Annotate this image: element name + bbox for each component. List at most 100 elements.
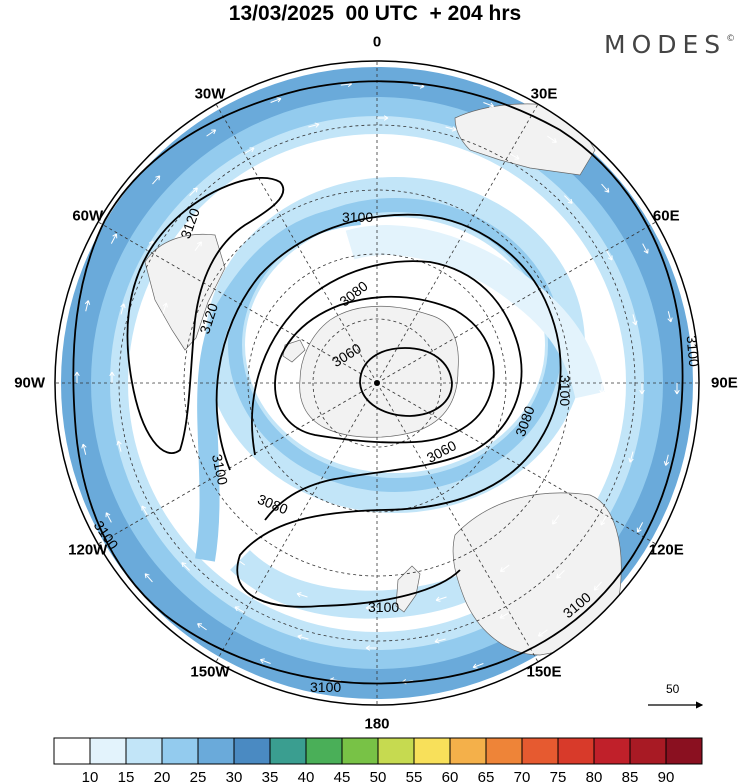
wind-vector [434, 638, 446, 644]
wind-vector [632, 314, 638, 326]
wind-vector [189, 187, 198, 196]
contour-3080 [251, 260, 523, 521]
colorbar-swatch [53, 737, 91, 765]
contour-label: 3100 [310, 679, 341, 695]
wind-vector [81, 443, 87, 455]
wind-vector [435, 596, 447, 602]
wind-vector [601, 183, 610, 193]
colorbar-swatch [341, 737, 379, 765]
lon-label-90w: 90W [14, 374, 46, 392]
lon-label-120e: 120E [648, 541, 684, 559]
south-america [144, 234, 226, 351]
jet-light-band [345, 225, 605, 399]
wind-vector [508, 200, 519, 208]
colorbar-swatch [485, 737, 523, 765]
wind-vector [586, 452, 592, 464]
wind-vector [547, 135, 557, 143]
wind-vector [109, 371, 115, 383]
wind-vector [297, 634, 309, 640]
wind-vector [365, 645, 377, 651]
colorbar-tick-label: 15 [118, 769, 135, 782]
map-border [54, 60, 700, 706]
colorbar-swatch [197, 737, 235, 765]
colorbar-swatch [269, 737, 307, 765]
wind-vector [84, 300, 91, 312]
wind-vector [639, 383, 645, 395]
contour-label: 3100 [557, 375, 573, 406]
lon-label-30e: 30E [530, 85, 558, 103]
wind-vector [206, 129, 217, 137]
colorbar-tick-label: 60 [442, 769, 459, 782]
wind-vector [377, 155, 389, 161]
wind-vector [558, 250, 566, 261]
wind-vector [181, 562, 190, 571]
colorbar-tick-label: 30 [226, 769, 243, 782]
colorbar-tick-label: 50 [370, 769, 387, 782]
wind-vector [537, 629, 548, 637]
wind-vector [509, 153, 520, 160]
antarctic-peninsula [282, 339, 306, 363]
contour-3100-inner [215, 213, 562, 608]
wind-vector [377, 115, 389, 121]
colorbar-tick-label: 35 [262, 769, 279, 782]
height-contours [72, 80, 684, 685]
jet-branch-west [195, 205, 361, 562]
lon-label-120w: 120W [68, 541, 108, 559]
colorbar-swatch [593, 737, 631, 765]
colorbar-tick-label: 70 [514, 769, 531, 782]
wind-vector [663, 454, 670, 466]
colorbar-swatch [377, 737, 415, 765]
wind-vector [552, 514, 560, 525]
wind-vector [674, 383, 680, 395]
colorbar-swatch [413, 737, 451, 765]
wind-vector [472, 663, 484, 669]
lon-label-150w: 150W [190, 663, 230, 681]
colorbar-tick-label: 25 [190, 769, 207, 782]
colorbar-swatch [161, 737, 199, 765]
lon-label-180: 180 [364, 715, 390, 733]
wind-vector [636, 522, 644, 533]
wind-vector [593, 581, 602, 591]
contour-3040 [359, 347, 453, 417]
wind-vector [244, 194, 255, 202]
wind-vector [296, 592, 308, 598]
contour-3100-outer [72, 80, 684, 685]
colorbar-tick-label: 40 [298, 769, 315, 782]
colorbar-tick-label: 80 [586, 769, 603, 782]
wind-vector [599, 383, 605, 395]
wind-vector [152, 175, 161, 185]
wind-vector [499, 564, 510, 572]
wind-vector [600, 515, 607, 526]
colorbar-tick-label: 75 [550, 769, 567, 782]
wind-vector [141, 505, 148, 516]
wind-vector [445, 126, 457, 132]
colorbar-tick-label: 10 [82, 769, 99, 782]
lon-label-60e: 60E [652, 207, 680, 225]
map-disc: 3100 3120 3120 3100 3080 3060 3060 3080 … [55, 61, 703, 705]
wind-vector [74, 371, 80, 383]
chart-title: 13/03/2025 00 UTC + 204 hrs [228, 2, 522, 25]
wind-vector [149, 371, 155, 383]
wind-vector [194, 241, 202, 252]
lon-label-0: 0 [372, 33, 382, 51]
reference-vector-label: 50 [666, 682, 680, 696]
contour-label: 3100 [368, 599, 399, 615]
contour-label: 3100 [684, 335, 703, 368]
colorbar-swatch [89, 737, 127, 765]
wind-vector [642, 243, 649, 254]
wind-vector [244, 147, 255, 154]
wind-vector [667, 311, 673, 323]
contour-label: 3100 [209, 453, 231, 487]
lon-label-30w: 30W [194, 85, 226, 103]
colorbar-tick-label: 20 [154, 769, 171, 782]
africa [454, 103, 596, 176]
wind-vector [483, 102, 495, 108]
colorbar-tick-label: 65 [478, 769, 495, 782]
copyright-mark: © [726, 34, 736, 44]
colorbar-swatch [233, 737, 271, 765]
colorbar-swatch [629, 737, 667, 765]
wind-vector [270, 97, 282, 103]
colorbar-tick-label: 45 [334, 769, 351, 782]
wind-vector [110, 233, 118, 244]
